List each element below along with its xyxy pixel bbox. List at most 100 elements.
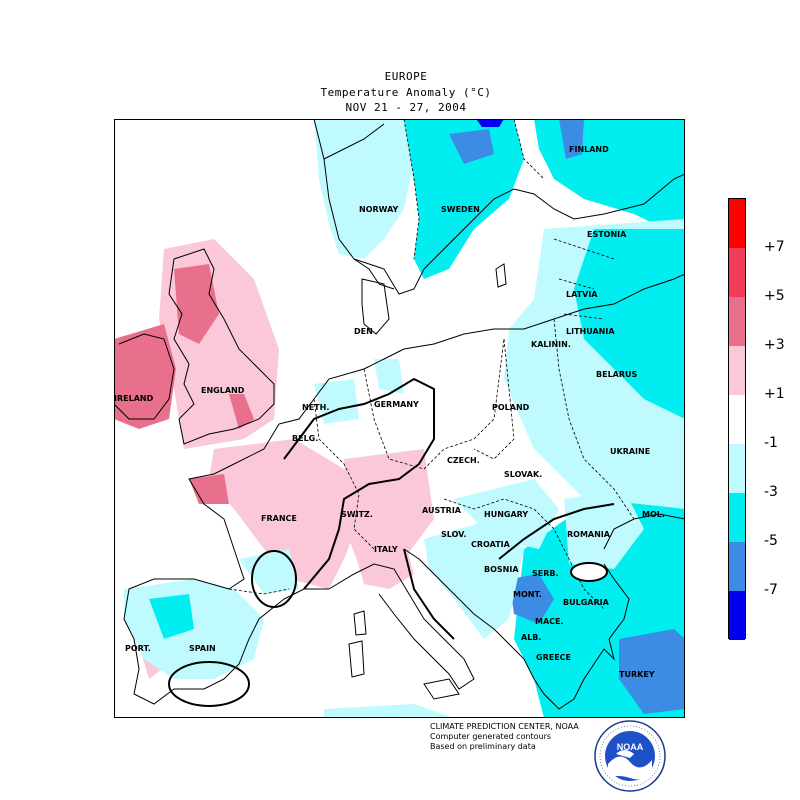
anomaly-area-sweden xyxy=(404,119,524,279)
legend-swatch-4 xyxy=(729,395,745,444)
anomaly-area-france xyxy=(209,439,364,589)
label-portugal: PORT. xyxy=(125,644,151,653)
label-romania: ROMANIA xyxy=(567,530,611,539)
coastline-greece xyxy=(533,638,615,710)
anomaly-area-gulf xyxy=(239,549,299,594)
label-croatia: CROATIA xyxy=(471,540,511,549)
coastline-scandinavia xyxy=(313,119,685,295)
anomaly-area-finland-cold xyxy=(559,119,584,159)
anomaly-area-sweden-cold xyxy=(449,129,494,164)
border-poland xyxy=(473,338,515,460)
border-east xyxy=(553,318,635,520)
label-italy: ITALY xyxy=(374,545,398,554)
label-lithuania: LITHUANIA xyxy=(566,327,615,336)
coastline-ireland xyxy=(114,333,175,420)
coastline-britain xyxy=(168,248,275,445)
anomaly-area-scotland xyxy=(174,264,219,344)
coastline-gotland xyxy=(495,263,507,288)
contour-zero-iberia xyxy=(251,550,297,608)
map-period-title: NOV 21 - 27, 2004 xyxy=(345,101,467,114)
anomaly-area-arctic xyxy=(476,119,504,127)
legend-tick-label: +3 xyxy=(764,337,785,353)
label-estonia: ESTONIA xyxy=(587,230,627,239)
label-austria: AUSTRIA xyxy=(422,506,462,515)
anomaly-map: FINLAND NORWAY SWEDEN ESTONIA LATVIA LIT… xyxy=(114,119,685,718)
border-central xyxy=(363,338,505,470)
anomaly-area-belgium xyxy=(314,379,359,424)
label-czech: CZECH. xyxy=(447,456,480,465)
label-switzerland: SWITZ. xyxy=(341,510,373,519)
legend-tick-label: +7 xyxy=(764,239,785,255)
border-sweden-norway xyxy=(403,119,420,260)
label-sweden: SWEDEN xyxy=(441,205,480,214)
label-england: ENGLAND xyxy=(201,386,245,395)
label-spain: SPAIN xyxy=(189,644,216,653)
label-bosnia: BOSNIA xyxy=(484,565,519,574)
contour-zero-east xyxy=(498,503,615,560)
credits: CLIMATE PREDICTION CENTER, NOAA Computer… xyxy=(430,722,579,752)
anomaly-area-balkan-west xyxy=(424,519,524,639)
map-region-title: EUROPE xyxy=(384,70,428,83)
label-france: FRANCE xyxy=(261,514,297,523)
label-denmark: DEN xyxy=(354,327,373,336)
credit-line-2: Computer generated contours xyxy=(430,732,552,741)
legend-swatch-2 xyxy=(729,297,745,346)
anomaly-area-baltic-sea xyxy=(374,359,404,394)
label-ireland: IRELAND xyxy=(114,394,154,403)
legend-swatch-7 xyxy=(729,542,745,591)
anomaly-area-north xyxy=(314,119,414,259)
credit-line-3: Based on preliminary data xyxy=(430,742,536,751)
legend-swatch-3 xyxy=(729,346,745,395)
coastline-iberia xyxy=(123,578,329,705)
noaa-logo-icon: NOAA xyxy=(594,720,666,792)
anomaly-area-turkey xyxy=(619,629,685,714)
legend-swatch-6 xyxy=(729,493,745,542)
label-turkey: TURKEY xyxy=(619,670,655,679)
coastline-corsica xyxy=(353,610,367,636)
label-netherlands: NETH. xyxy=(302,403,329,412)
contour-zero-balkan xyxy=(403,548,455,640)
label-belgium: BELG. xyxy=(292,434,318,443)
label-bulgaria: BULGARIA xyxy=(563,598,610,607)
label-latvia: LATVIA xyxy=(566,290,598,299)
border-west xyxy=(313,398,375,550)
label-belarus: BELARUS xyxy=(596,370,638,379)
legend-swatch-8 xyxy=(729,591,745,640)
contour-zero-spain xyxy=(168,661,250,707)
legend-tick-label: +1 xyxy=(764,386,785,402)
legend-swatch-1 xyxy=(729,248,745,297)
label-macedonia: MACE. xyxy=(535,617,564,626)
anomaly-area-baltic xyxy=(574,229,685,419)
coastline-continent-north xyxy=(278,273,685,425)
legend-tick-label: -3 xyxy=(764,484,778,500)
label-albania: ALB. xyxy=(521,633,541,642)
contour-zero-romania xyxy=(570,562,608,582)
label-slovakia: SLOVAK. xyxy=(504,470,542,479)
legend-swatch-5 xyxy=(729,444,745,493)
logo-text: NOAA xyxy=(617,742,644,752)
label-hungary: HUNGARY xyxy=(484,510,528,519)
label-montenegro: MONT. xyxy=(513,590,542,599)
legend-swatch-0 xyxy=(729,199,745,248)
label-finland: FINLAND xyxy=(569,145,609,154)
label-kalinin: KALININ. xyxy=(531,340,571,349)
anomaly-area-balkan-core xyxy=(509,574,554,624)
label-greece: GREECE xyxy=(536,653,571,662)
label-norway: NORWAY xyxy=(359,205,399,214)
anomaly-area-danube xyxy=(454,479,559,549)
border-balkan xyxy=(443,498,605,610)
legend-tick-label: -5 xyxy=(764,533,778,549)
legend-tick-label: -7 xyxy=(764,582,778,598)
legend-tick-label: -1 xyxy=(764,435,778,451)
label-ukraine: UKRAINE xyxy=(610,447,650,456)
coastline-sicily xyxy=(423,678,460,700)
anomaly-area-norfolk xyxy=(229,394,254,429)
contour-zero-main xyxy=(283,377,435,590)
border-finland xyxy=(513,119,545,180)
anomaly-area-med xyxy=(324,704,454,718)
coastline-denmark xyxy=(361,278,390,335)
border-baltic-states xyxy=(553,238,615,320)
map-variable-title: Temperature Anomaly (°C) xyxy=(320,86,492,99)
map-frame xyxy=(114,119,685,718)
label-serbia: SERB. xyxy=(532,569,559,578)
